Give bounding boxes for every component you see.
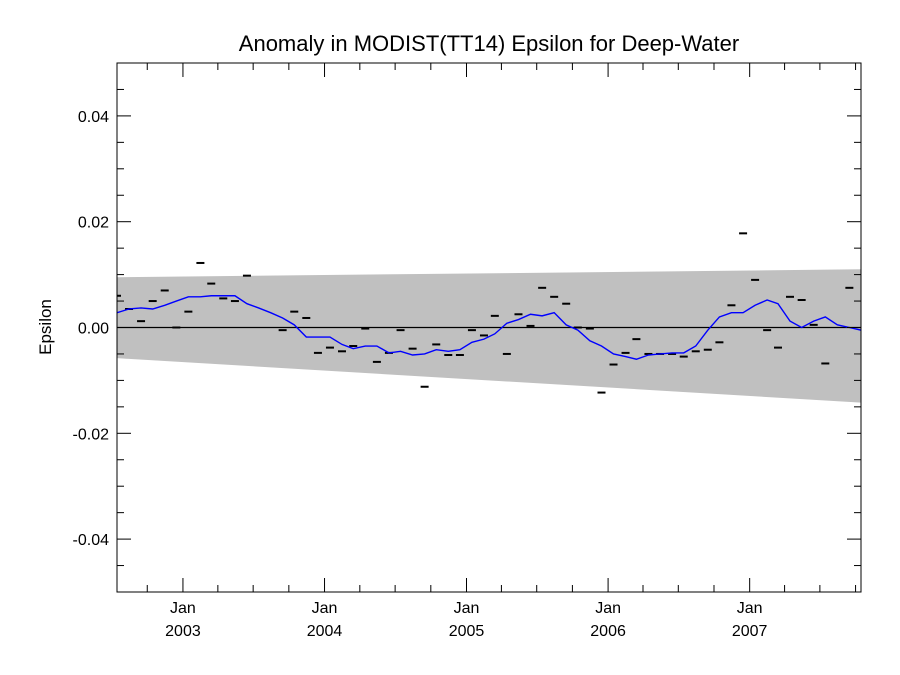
x-tick-month-label: Jan: [454, 600, 480, 617]
x-tick-year-label: 2006: [590, 623, 626, 640]
x-tick-labels: Jan 2003 Jan 2004 Jan 2005 Jan 2006 Jan 2007: [165, 600, 767, 640]
y-tick-label: -0.02: [73, 426, 110, 443]
x-tick-year-label: 2005: [449, 623, 485, 640]
y-tick-label: 0.04: [78, 109, 109, 126]
y-tick-label: -0.04: [73, 532, 110, 549]
x-tick-year-label: 2004: [307, 623, 343, 640]
x-tick-year-label: 2003: [165, 623, 201, 640]
plot-area: [117, 232, 861, 403]
chart-title: Anomaly in MODIST(TT14) Epsilon for Deep…: [239, 31, 739, 56]
plot-frame: [116, 62, 862, 593]
x-tick-month-label: Jan: [737, 600, 763, 617]
anomaly-markers: [117, 232, 854, 394]
y-tick-label: 0.00: [78, 321, 109, 338]
y-tick-labels: -0.04 -0.02 0.00 0.02 0.04: [73, 109, 110, 549]
y-tick-label: 0.02: [78, 215, 109, 232]
x-tick-month-label: Jan: [170, 600, 196, 617]
x-tick-month-label: Jan: [595, 600, 621, 617]
smoothed-trend-line: [117, 295, 861, 360]
x-tick-month-label: Jan: [312, 600, 338, 617]
x-tick-year-label: 2007: [732, 623, 768, 640]
y-axis-label: Epsilon: [36, 299, 55, 355]
